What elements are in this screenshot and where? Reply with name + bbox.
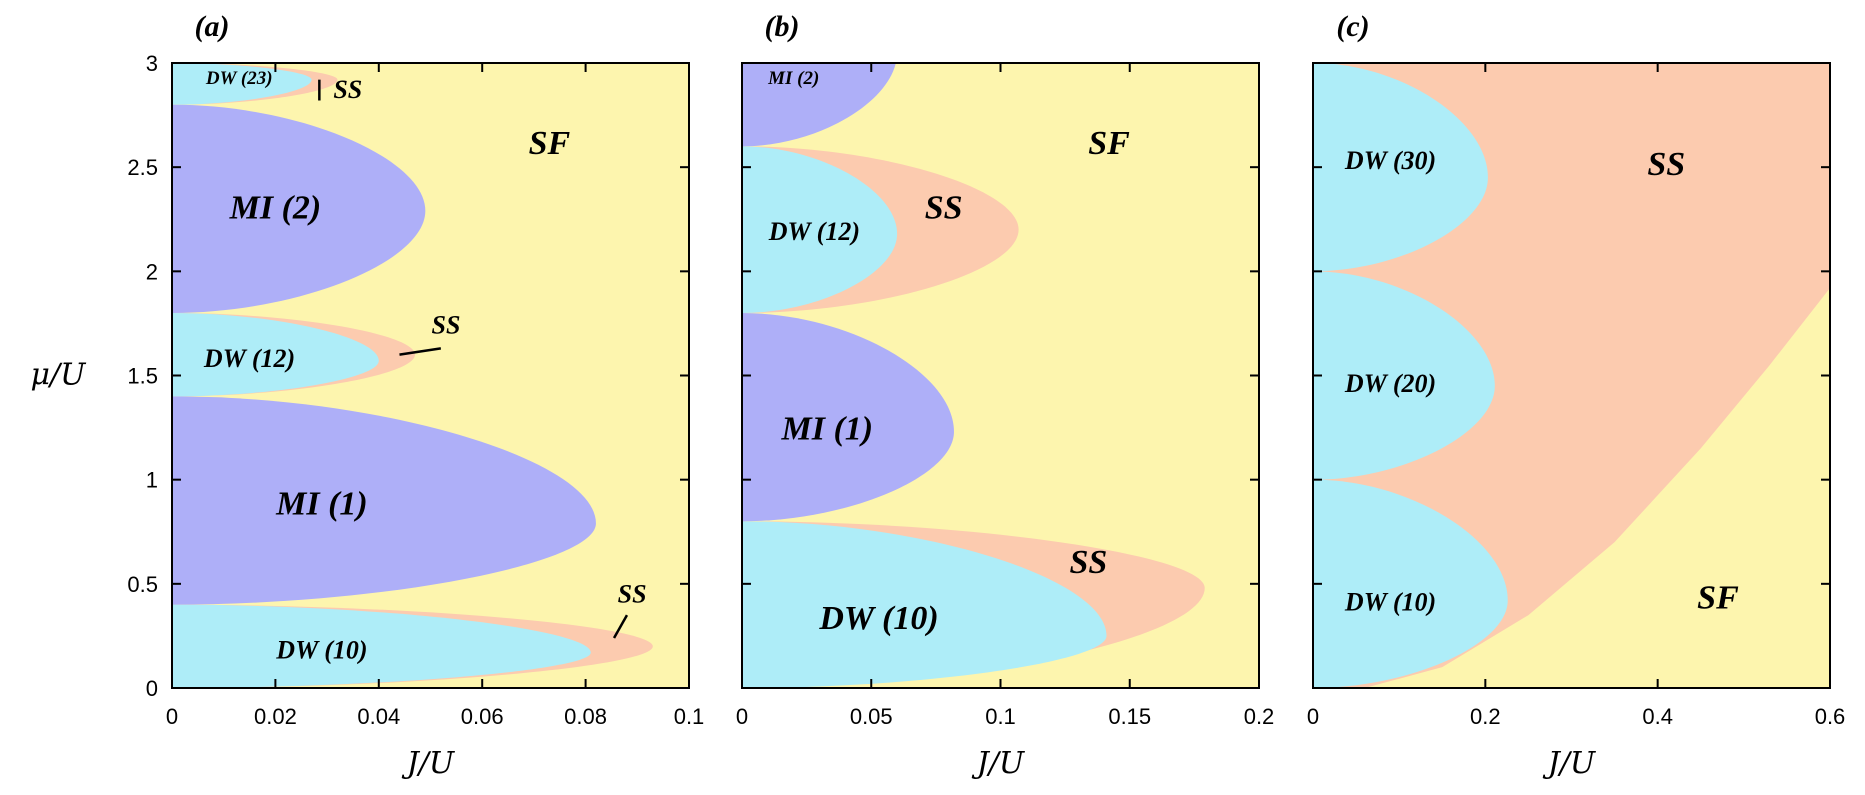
x-tick-label: 0.02 — [254, 704, 297, 729]
region-dw-lobe-7 — [172, 63, 312, 105]
x-tick-label: 0.2 — [1244, 704, 1275, 729]
plot-area — [1313, 63, 1830, 688]
y-tick-label: 1.5 — [127, 364, 158, 389]
plot-area — [172, 63, 689, 688]
annotation-leader-line — [612, 614, 629, 639]
x-tick-label: 0.1 — [985, 704, 1016, 729]
x-tick-label: 0.2 — [1470, 704, 1501, 729]
panel-label: (c) — [1336, 10, 1369, 43]
annotation-leader-line — [399, 347, 442, 356]
x-tick-label: 0.1 — [674, 704, 705, 729]
y-axis-label: μ/U — [31, 358, 88, 393]
y-tick-label: 1 — [146, 468, 158, 493]
x-axis-label: J/U — [971, 746, 1026, 781]
phase-label: DW (20) — [1344, 369, 1436, 398]
x-axis-label: J/U — [401, 746, 456, 781]
phase-label: MI (1) — [275, 486, 368, 523]
x-tick-label: 0.15 — [1108, 704, 1151, 729]
x-tick-label: 0 — [166, 704, 178, 729]
phase-label: DW (10) — [1344, 588, 1436, 617]
panel-c: 0 0.2 0.4 0.6 J/U (c) DW (30) SS DW (20) DW (10) S… — [1307, 10, 1845, 781]
phase-label: SF — [1697, 579, 1739, 616]
x-axis-label: J/U — [1542, 746, 1597, 781]
phase-label: DW (30) — [1344, 146, 1436, 175]
phase-label: MI (2) — [229, 190, 322, 227]
phase-label: MI (2) — [767, 68, 819, 89]
y-tick-label: 2.5 — [127, 155, 158, 180]
region-dw-lobe-1 — [1313, 271, 1495, 480]
phase-label: DW (10) — [818, 600, 938, 637]
panel-b: 0 0.05 0.1 0.15 0.2 J/U (b) MI (2) SF SS DW (12) MI… — [736, 10, 1275, 781]
region-dw-lobe-4 — [172, 313, 379, 397]
y-tick-label: 2 — [146, 259, 158, 284]
region-dw-lobe-4 — [742, 146, 898, 313]
phase-label: SS — [1069, 544, 1107, 581]
phase-label: DW (10) — [275, 636, 367, 665]
x-tick-label: 0.08 — [564, 704, 607, 729]
phase-label: DW (23) — [205, 68, 273, 89]
plot-area — [742, 63, 1259, 688]
x-tick-label: 0 — [1307, 704, 1319, 729]
region-dw-lobe-1 — [742, 521, 1107, 688]
x-tick-label: 0.06 — [461, 704, 504, 729]
region-dw-lobe-1 — [172, 604, 591, 688]
panel-a: 0 0.02 0.04 0.06 0.08 0.1 0 0.5 1 1.5 2 2.5 3 J/U μ/U (… — [31, 10, 705, 781]
phase-label: SS — [925, 190, 963, 227]
phase-label: DW (12) — [768, 217, 860, 246]
region-mi-lobe-5 — [172, 104, 426, 313]
phase-label: SS — [333, 75, 362, 104]
phase-label: SS — [618, 579, 647, 608]
region-dw-lobe-0 — [1313, 479, 1508, 688]
region-dw-lobe-2 — [1313, 63, 1488, 272]
x-tick-label: 0.04 — [357, 704, 400, 729]
y-tick-label: 3 — [146, 51, 158, 76]
phase-label: DW (12) — [203, 344, 295, 373]
phase-label: SF — [1088, 125, 1130, 162]
region-mi-lobe-5 — [742, 63, 896, 147]
x-tick-label: 0.4 — [1642, 704, 1673, 729]
phase-label: MI (1) — [781, 411, 874, 448]
phase-label: SS — [1647, 146, 1685, 183]
panel-label: (a) — [195, 10, 230, 43]
x-tick-label: 0 — [736, 704, 748, 729]
panel-label: (b) — [765, 10, 800, 43]
phase-label: SF — [529, 125, 571, 162]
y-tick-label: 0 — [146, 676, 158, 701]
x-tick-label: 0.05 — [850, 704, 893, 729]
region-mi-lobe-2 — [172, 396, 596, 605]
phase-label: SS — [432, 311, 461, 340]
x-tick-label: 0.6 — [1815, 704, 1846, 729]
y-tick-label: 0.5 — [127, 572, 158, 597]
region-mi-lobe-2 — [742, 313, 954, 522]
